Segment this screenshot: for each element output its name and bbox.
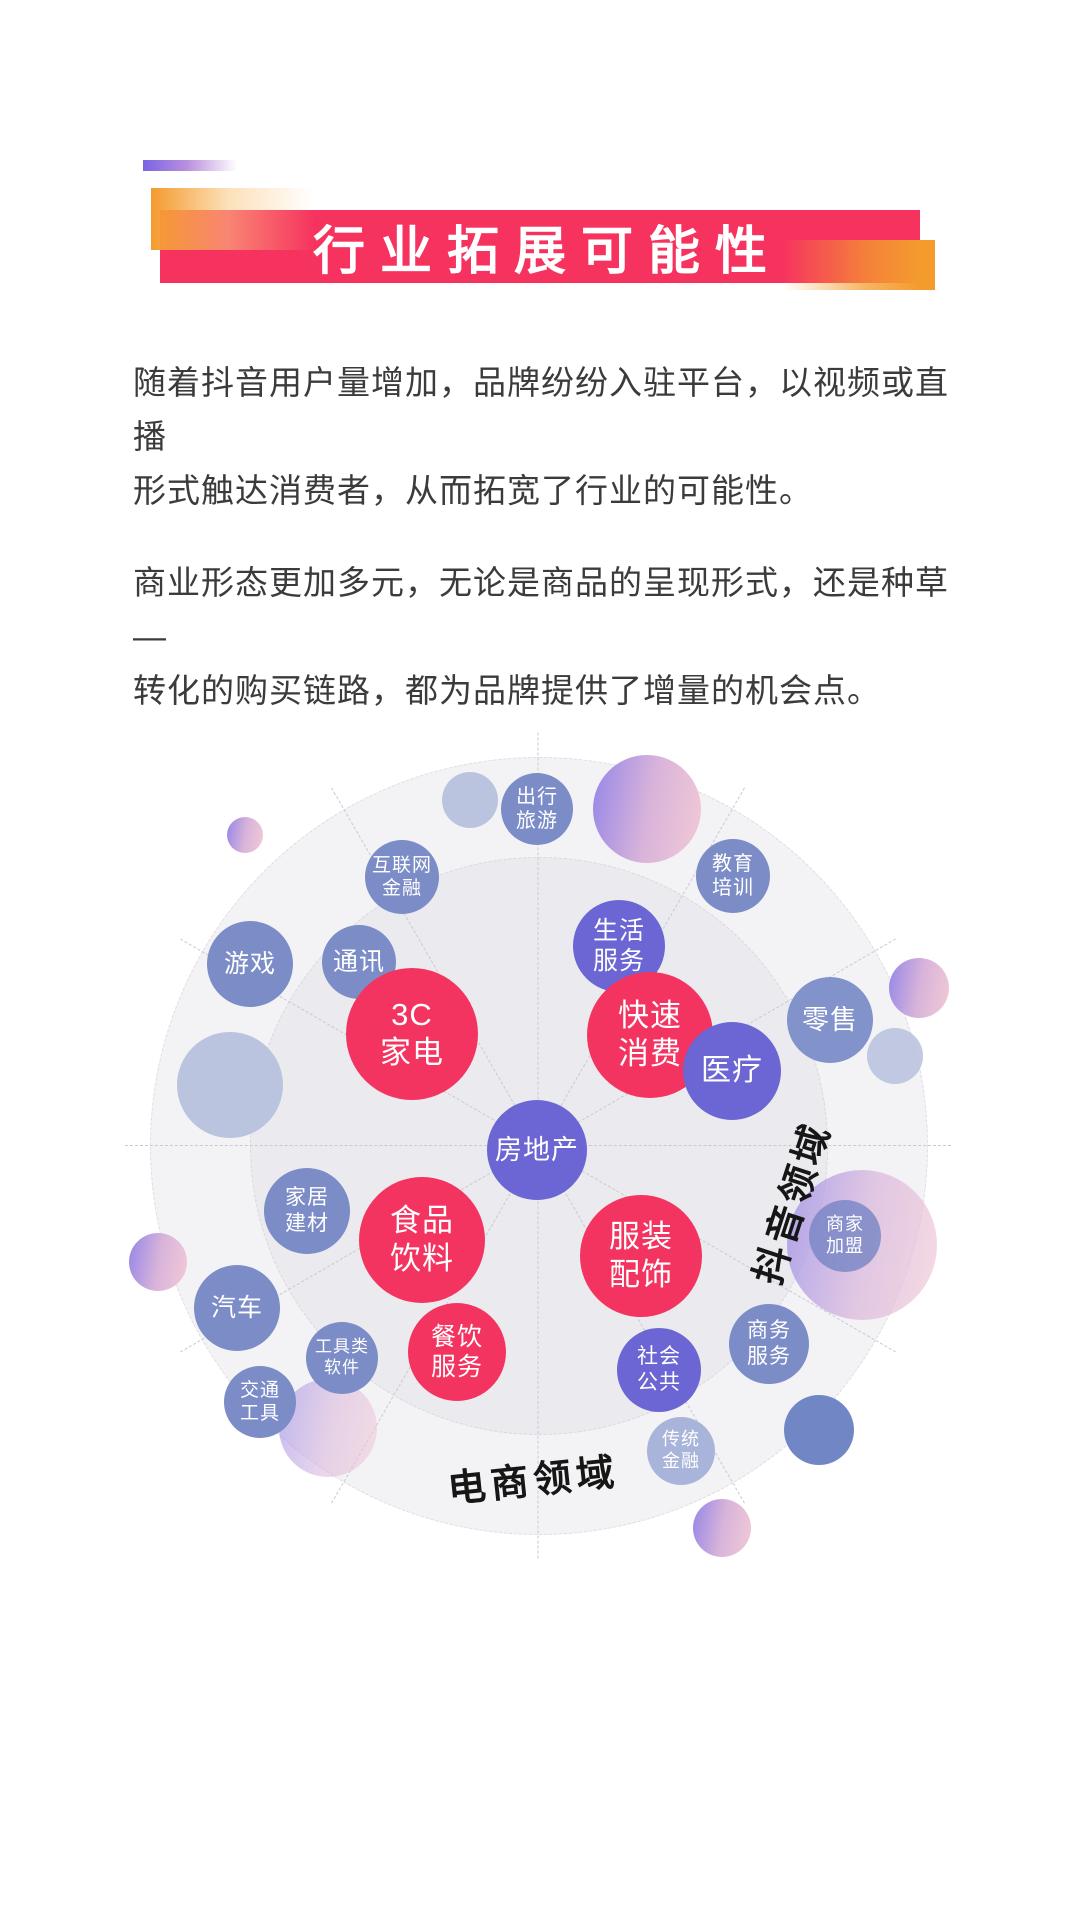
intro-paragraph-2: 商业形态更加多元，无论是商品的呈现形式，还是种草— 转化的购买链路，都为品牌提供… <box>133 564 949 709</box>
bubble-label-line: 服务 <box>430 1353 483 1381</box>
gradient-circle-leftedge <box>129 1233 187 1291</box>
bubble-label-line: 商家 <box>826 1214 864 1235</box>
bubble-label-line: 金融 <box>381 878 422 899</box>
bubble-label-line: 公共 <box>637 1371 681 1394</box>
bubble-label-line: 加盟 <box>826 1236 864 1256</box>
page-title: 行业拓展可能性 <box>312 223 782 281</box>
bubble-label-line: 服务 <box>747 1345 791 1368</box>
bubble-label-line: 家居 <box>285 1186 329 1210</box>
intro-text: 随着抖音用户量增加，品牌纷纷入驻平台，以视频或直播 形式触达消费者，从而拓宽了行… <box>133 356 961 756</box>
bubble-label-line: 游戏 <box>223 949 276 978</box>
industry-bubble: 商务 服务 <box>729 1304 809 1384</box>
bubble-label-line: 消费 <box>618 1036 682 1071</box>
bubble-label-line: 出行 <box>516 785 558 808</box>
bubble-label-line: 旅游 <box>516 810 558 832</box>
industry-bubble: 家居 建材 <box>264 1168 350 1254</box>
industry-bubble: 餐饮 服务 <box>408 1303 506 1401</box>
gradient-circle-right <box>889 958 949 1018</box>
bubble-label-line: 工具类 <box>315 1337 369 1357</box>
industry-bubble: 汽车 <box>194 1265 280 1351</box>
industry-bubble: 房地产 <box>487 1100 587 1200</box>
industry-bubble: 零售 <box>787 977 873 1063</box>
industry-bubble: 工具类 软件 <box>306 1322 378 1394</box>
industry-bubble: 传统 金融 <box>647 1417 715 1485</box>
industry-bubble: 出行 旅游 <box>501 773 573 845</box>
bubble-label-line: 医疗 <box>701 1053 763 1087</box>
industry-bubble: 互联网 金融 <box>365 840 439 914</box>
industry-bubble: 3C 家电 <box>346 968 478 1100</box>
bubble-label-line: 软件 <box>324 1358 360 1377</box>
bubble-label-line: 交通 <box>239 1379 280 1401</box>
industry-bubble: 游戏 <box>207 921 293 1007</box>
industry-bubble: 社会 公共 <box>617 1328 701 1412</box>
intro-paragraph-1: 随着抖音用户量增加，品牌纷纷入驻平台，以视频或直播 形式触达消费者，从而拓宽了行… <box>133 364 949 509</box>
bubble-label-line: 传统 <box>662 1429 700 1450</box>
bubble-label-line: 金融 <box>662 1451 700 1471</box>
orange-accent-bar-right <box>783 240 935 290</box>
bubble-label-line: 培训 <box>712 877 754 899</box>
bubble-label-line: 通讯 <box>332 947 385 976</box>
bubble-label-line: 商务 <box>747 1319 791 1343</box>
industry-bubble: 教育 培训 <box>696 839 770 913</box>
bubble-label-line: 教育 <box>712 852 754 875</box>
bubble-label-line: 汽车 <box>210 1293 263 1322</box>
bubble-label-line: 配饰 <box>609 1257 673 1292</box>
gradient-accent-bar <box>143 160 258 171</box>
gradient-circle-bottom <box>693 1499 751 1557</box>
bubble-label-line: 房地产 <box>495 1134 579 1165</box>
bubble-label-line: 3C <box>391 997 433 1033</box>
blue-circle-bottomright <box>784 1395 854 1465</box>
bubble-label-line: 餐饮 <box>430 1322 483 1351</box>
industry-bubble: 医疗 <box>683 1022 781 1120</box>
industry-bubble: 商家 加盟 <box>809 1200 881 1272</box>
bubble-label-line: 工具 <box>239 1403 280 1424</box>
industry-bubble: 食品 饮料 <box>359 1177 485 1303</box>
pale-circle-left <box>177 1032 283 1138</box>
bubble-label-line: 互联网 <box>371 854 432 876</box>
gradient-circle-top <box>593 755 701 863</box>
bubble-label-line: 快速 <box>618 998 682 1034</box>
bubble-label-line: 社会 <box>637 1345 681 1369</box>
bubble-label-line: 服务 <box>592 947 645 975</box>
bubble-label-line: 食品 <box>390 1203 454 1239</box>
gradient-circle-topleft <box>227 817 263 853</box>
bubble-label-line: 生活 <box>592 916 645 945</box>
orange-accent-bar-left <box>151 188 323 250</box>
bubble-label-line: 建材 <box>285 1212 329 1235</box>
industry-bubble: 交通 工具 <box>224 1366 296 1438</box>
pale-circle-top <box>442 772 498 828</box>
industry-bubble: 快速 消费 <box>587 972 713 1098</box>
bubble-label-line: 饮料 <box>390 1241 454 1276</box>
bubble-label-line: 家电 <box>380 1035 444 1070</box>
bubble-label-line: 服装 <box>609 1219 673 1255</box>
industry-bubble: 服装 配饰 <box>580 1195 702 1317</box>
bubble-label-line: 零售 <box>802 1004 858 1035</box>
pale-circle-right <box>867 1028 923 1084</box>
